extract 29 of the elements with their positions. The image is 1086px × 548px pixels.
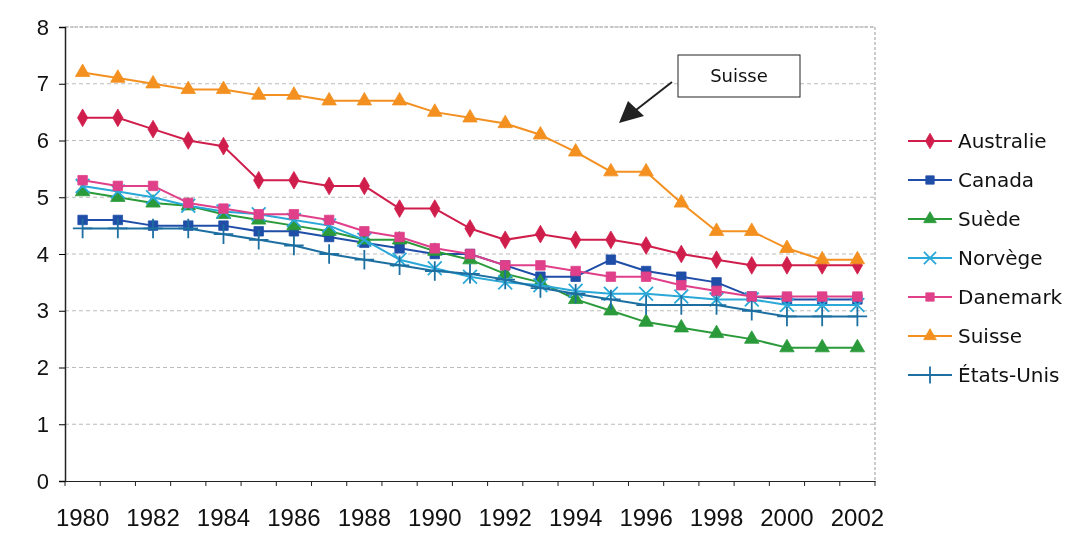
legend-label: Australie [958,129,1047,153]
legend-label: Canada [958,168,1035,192]
legend-label: Suède [958,207,1021,231]
x-tick-label: 1992 [478,504,532,532]
x-tick-label: 2000 [760,504,814,532]
legend-label: Norvège [958,246,1043,270]
legend-label: Danemark [958,285,1063,309]
x-tick-label: 1998 [689,504,744,532]
x-tick-label: 1990 [408,504,462,532]
y-tick-label: 8 [36,14,49,40]
annotation: Suisse [710,65,768,87]
legend-label: Suisse [958,324,1023,348]
y-tick-label: 1 [36,411,49,437]
legend-label: États-Unis [958,363,1060,387]
x-tick-label: 1986 [267,504,321,532]
x-tick-label: 2002 [830,504,885,532]
y-tick-label: 7 [36,71,49,97]
y-tick-label: 0 [36,468,49,494]
y-tick-label: 2 [36,355,49,381]
x-tick-label: 1984 [196,504,251,532]
x-tick-label: 1994 [548,504,603,532]
y-tick-label: 4 [36,241,49,267]
x-tick-label: 1982 [126,504,180,532]
x-tick-label: 1996 [619,504,673,532]
x-tick-label: 1980 [55,504,110,532]
x-tick-label: 1988 [337,504,392,532]
y-tick-label: 6 [36,128,49,154]
y-tick-label: 5 [36,184,49,210]
y-tick-label: 3 [36,298,49,324]
